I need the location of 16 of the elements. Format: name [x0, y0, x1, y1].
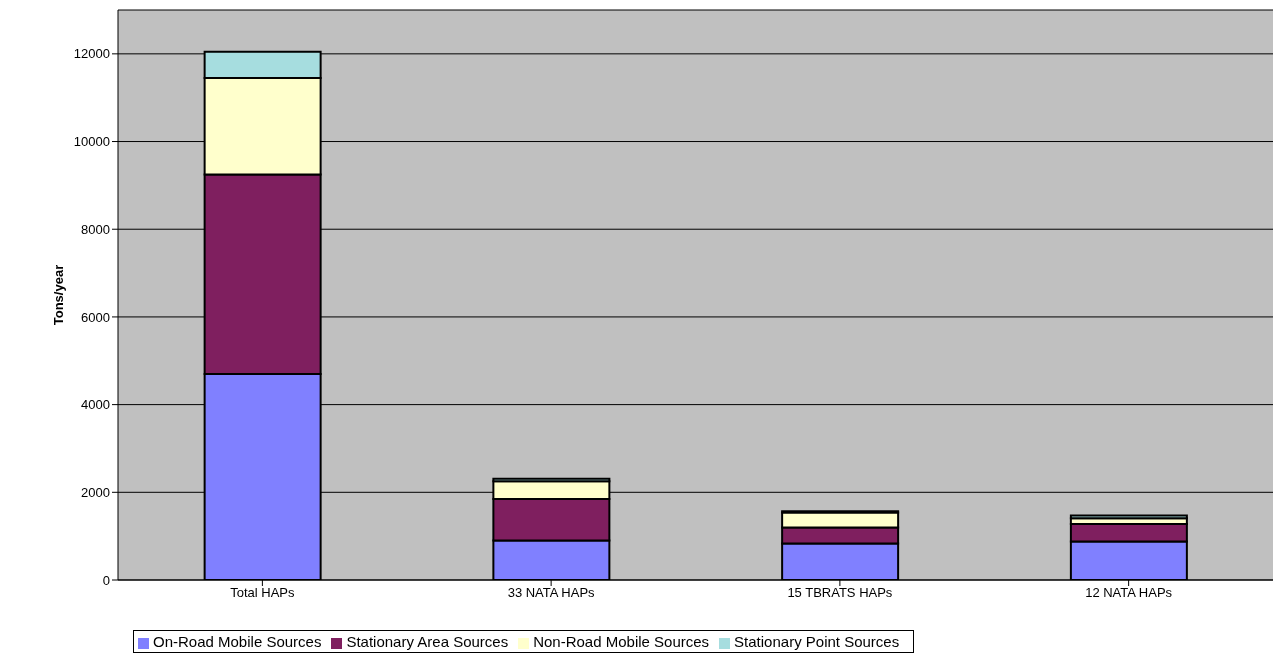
x-tick-label: 33 NATA HAPs [507, 585, 596, 601]
x-tick-label: Total HAPs [230, 585, 296, 601]
x-tick-label: 15 TBRATS HAPs [787, 585, 893, 601]
y-axis-title: Tons/year [50, 264, 66, 326]
y-tick-label: 12000 [73, 46, 110, 62]
legend-label: Stationary Point Sources [734, 633, 900, 650]
legend-label: Non-Road Mobile Sources [533, 633, 710, 650]
y-tick-label: 8000 [81, 221, 110, 237]
legend-label: On-Road Mobile Sources [153, 633, 322, 650]
y-tick-label: 10000 [73, 134, 110, 150]
legend-label: Stationary Area Sources [346, 633, 509, 650]
y-tick-label: 0 [102, 572, 110, 588]
y-tick-label: 4000 [81, 397, 110, 413]
y-tick-label: 2000 [81, 484, 110, 500]
x-tick-label: 12 NATA HAPs [1085, 585, 1173, 601]
y-tick-label: 6000 [81, 309, 110, 325]
